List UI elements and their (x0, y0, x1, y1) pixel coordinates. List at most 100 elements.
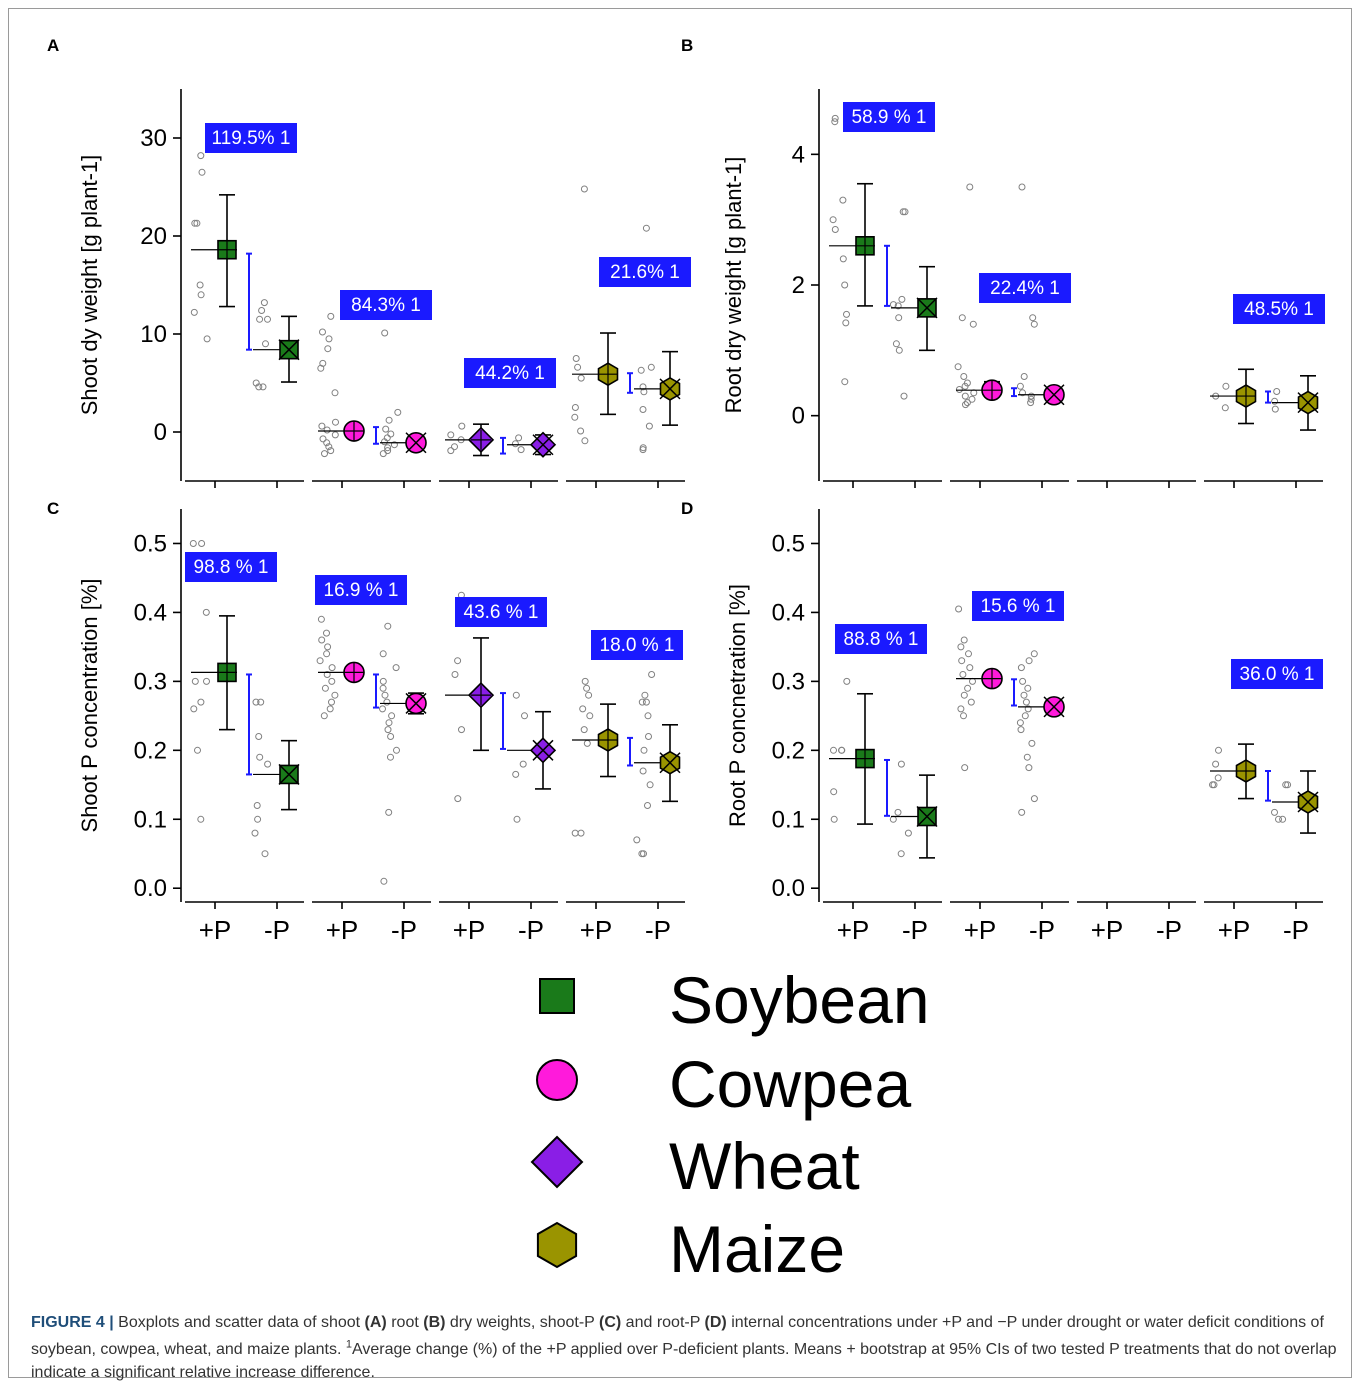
data-point (960, 636, 968, 644)
data-point (830, 746, 837, 754)
data-point (197, 815, 205, 823)
change-label-box (843, 102, 935, 132)
legend-marker-wheat (530, 1135, 584, 1189)
x-tick-label: -P (645, 915, 671, 945)
x-tick-label: +P (837, 915, 870, 945)
change-label: 43.6 % 1 (464, 602, 539, 623)
legend-marker-cowpea (536, 1059, 578, 1101)
data-point (577, 829, 585, 837)
panel-a: A 0 10 20 30 Shoot dy weight [g plant-1] 119.5… (47, 36, 691, 488)
change-label-box (315, 575, 407, 605)
group-wheat: 43.6 % 1 (445, 591, 557, 823)
cross-mark (532, 739, 554, 761)
data-point (577, 427, 585, 435)
data-point (642, 698, 650, 706)
figure-frame: A 0 10 20 30 Shoot dy weight [g plant-1] 119.5… (8, 8, 1352, 1382)
cross-mark (1297, 392, 1319, 414)
data-point (841, 281, 849, 289)
data-point (1279, 815, 1287, 823)
data-point (1017, 664, 1025, 672)
data-point (451, 443, 458, 451)
data-point (829, 216, 837, 224)
caption-part: (D) (704, 1314, 727, 1331)
data-point (1027, 392, 1035, 400)
data-point (394, 408, 402, 416)
group-cowpea: 84.3% 1 (317, 290, 432, 458)
y-axis-label: Shoot P concentration [%] (77, 579, 102, 833)
data-point (390, 441, 398, 449)
data-point (380, 877, 388, 885)
data-point (323, 650, 331, 658)
cross-mark (916, 297, 938, 319)
data-point (381, 329, 389, 337)
data-point (1020, 373, 1028, 380)
change-label: 15.6 % 1 (981, 596, 1056, 617)
y-tick-label: 30 (140, 125, 167, 152)
panel-letter: A (47, 36, 59, 55)
data-point (332, 418, 339, 426)
change-label-box (591, 630, 683, 660)
y-axis-label: Root dry weight [g plant-1] (721, 157, 746, 414)
data-point (319, 435, 327, 443)
data-point (392, 664, 400, 672)
data-point (1271, 405, 1279, 413)
data-point (1019, 677, 1027, 685)
data-point (317, 615, 325, 623)
change-label-box (205, 123, 297, 153)
group-cowpea: 15.6 % 1 (955, 591, 1065, 816)
group-maize: 21.6% 1 (571, 185, 691, 454)
data-point (642, 224, 650, 232)
data-point (1024, 684, 1032, 692)
data-point (189, 540, 197, 547)
y-tick-label: 10 (140, 321, 167, 348)
data-point (447, 431, 455, 439)
data-point (1023, 753, 1031, 761)
data-point (327, 447, 335, 455)
y-tick-label: 0.3 (772, 668, 805, 695)
data-point (324, 345, 332, 353)
data-point (259, 383, 267, 391)
panel-letter: C (47, 499, 59, 518)
data-point (323, 629, 330, 637)
cross-mark (405, 432, 427, 454)
data-point (454, 795, 462, 803)
data-point (331, 691, 339, 699)
data-point (1016, 719, 1024, 727)
data-point (1030, 650, 1038, 658)
data-point (639, 767, 647, 775)
panel-d: D 0.0 0.1 0.2 0.3 0.4 0.5 Root P concnetration … (681, 499, 1323, 945)
data-point (379, 650, 387, 658)
data-point (379, 677, 387, 685)
data-point (256, 315, 264, 323)
data-point (458, 726, 465, 734)
data-point (1222, 382, 1230, 390)
caption-part: Boxplots and scatter data of shoot (113, 1314, 365, 1331)
data-point (325, 443, 333, 451)
data-point (196, 281, 204, 289)
data-point (379, 450, 387, 458)
data-point (257, 698, 265, 706)
data-point (904, 829, 912, 837)
data-point (203, 677, 210, 685)
y-tick-label: 20 (140, 223, 167, 250)
data-point (197, 291, 205, 299)
data-point (252, 698, 260, 706)
data-point (1221, 404, 1229, 412)
data-point (383, 698, 391, 706)
change-label: 119.5% 1 (212, 128, 291, 149)
cross-mark (916, 805, 938, 828)
data-point (1028, 739, 1036, 747)
data-point (960, 373, 968, 380)
caption-part: Average change (%) of the +P applied ove… (31, 1341, 1337, 1382)
data-point (968, 395, 976, 403)
x-tick-label: +P (453, 915, 486, 945)
change-label-box (1231, 659, 1323, 689)
data-point (317, 364, 325, 372)
data-point (255, 733, 263, 740)
data-point (511, 440, 519, 448)
data-point (324, 643, 332, 651)
x-tick-label: +P (580, 915, 613, 945)
data-point (964, 684, 972, 692)
data-point (190, 705, 198, 713)
x-tick-label: +P (326, 915, 359, 945)
